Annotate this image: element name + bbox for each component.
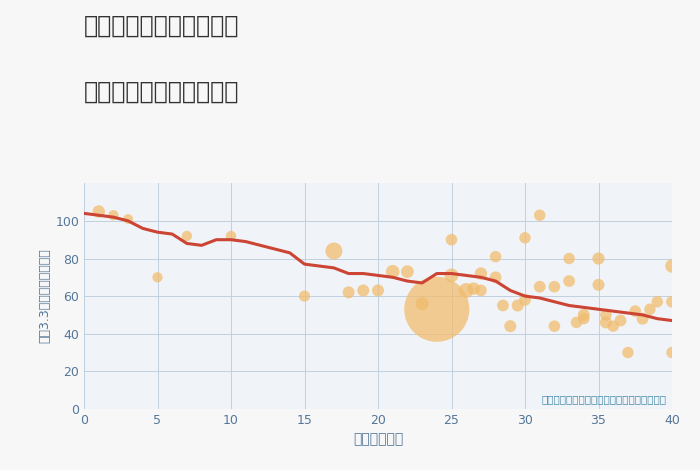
Point	[299, 292, 310, 300]
Point	[505, 322, 516, 330]
Point	[416, 300, 428, 307]
Point	[431, 306, 442, 313]
Point	[490, 253, 501, 260]
Point	[358, 287, 369, 294]
Point	[601, 319, 612, 326]
Point	[593, 281, 604, 289]
X-axis label: 築年数（年）: 築年数（年）	[353, 432, 403, 446]
Point	[666, 349, 678, 356]
Text: 築年数別中古戸建て価格: 築年数別中古戸建て価格	[84, 80, 239, 104]
Text: 円の大きさは、取引のあった物件面積を示す: 円の大きさは、取引のあった物件面積を示す	[541, 394, 666, 404]
Point	[152, 274, 163, 281]
Point	[402, 268, 413, 275]
Point	[578, 311, 589, 319]
Point	[461, 287, 472, 294]
Point	[475, 287, 486, 294]
Point	[512, 302, 524, 309]
Point	[387, 268, 398, 275]
Point	[622, 349, 634, 356]
Y-axis label: 坪（3.3㎡）単価（万円）: 坪（3.3㎡）単価（万円）	[38, 249, 51, 344]
Point	[534, 212, 545, 219]
Point	[601, 311, 612, 319]
Point	[122, 215, 134, 223]
Point	[497, 302, 508, 309]
Point	[652, 298, 663, 306]
Point	[615, 317, 626, 324]
Point	[637, 315, 648, 322]
Point	[343, 289, 354, 296]
Point	[571, 319, 582, 326]
Text: 奈良県生駒市鹿ノ台西の: 奈良県生駒市鹿ノ台西の	[84, 14, 239, 38]
Point	[578, 315, 589, 322]
Point	[630, 307, 641, 315]
Point	[372, 287, 384, 294]
Point	[181, 232, 193, 240]
Point	[564, 277, 575, 285]
Point	[475, 270, 486, 277]
Point	[549, 283, 560, 290]
Point	[564, 255, 575, 262]
Point	[645, 306, 656, 313]
Point	[225, 232, 237, 240]
Point	[608, 322, 619, 330]
Point	[328, 247, 339, 255]
Point	[534, 283, 545, 290]
Point	[468, 285, 479, 292]
Point	[93, 208, 104, 215]
Point	[666, 298, 678, 306]
Point	[446, 272, 457, 279]
Point	[519, 296, 531, 304]
Point	[490, 274, 501, 281]
Point	[549, 322, 560, 330]
Point	[593, 255, 604, 262]
Point	[446, 236, 457, 243]
Point	[108, 212, 119, 219]
Point	[519, 234, 531, 242]
Point	[666, 262, 678, 270]
